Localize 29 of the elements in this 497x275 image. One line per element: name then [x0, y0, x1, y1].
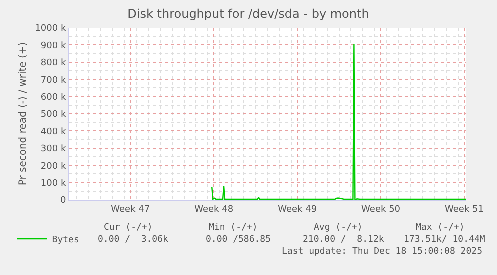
y-tick-label: 0	[60, 196, 66, 206]
text: 173.51k/ 10.44M	[404, 235, 486, 245]
x-tick-label: Week 51	[445, 204, 484, 215]
y-tick-label: 800 k	[40, 58, 67, 69]
y-axis-title: Pr second read (-) / write (+)	[18, 42, 30, 186]
x-tick-label: Week 50	[362, 204, 401, 215]
text: Last update: Thu Dec 18 15:00:08 2025	[282, 247, 482, 257]
text: Min (-/+)	[209, 223, 258, 233]
text: 0.00 / 3.06k	[98, 235, 170, 245]
y-tick-label: 700 k	[40, 76, 67, 86]
y-tick-label: 300 k	[40, 144, 67, 155]
text: Avg (-/+)	[314, 223, 363, 233]
text: 0.00 /586.85	[206, 235, 272, 245]
chart-title: Disk throughput for /dev/sda - by month	[128, 7, 370, 22]
x-tick-label: Week 47	[111, 204, 150, 215]
text: Max (-/+)	[416, 223, 465, 233]
y-tick-label: 1000 k	[35, 24, 67, 34]
y-tick-label: 200 k	[40, 162, 67, 172]
y-tick-label: 500 k	[40, 110, 67, 120]
x-tick-label: Week 48	[194, 204, 234, 215]
legend-label: Bytes	[52, 236, 80, 246]
y-tick-label: 900 k	[40, 41, 67, 52]
y-tick-label: 400 k	[40, 127, 67, 138]
text: Cur (-/+)	[104, 223, 153, 233]
y-tick-label: 600 k	[40, 92, 67, 103]
text: 210.00 / 8.12k	[303, 235, 385, 245]
x-tick-label: Week 49	[278, 204, 318, 215]
line-series	[212, 44, 466, 200]
y-tick-label: 100 k	[40, 178, 67, 189]
